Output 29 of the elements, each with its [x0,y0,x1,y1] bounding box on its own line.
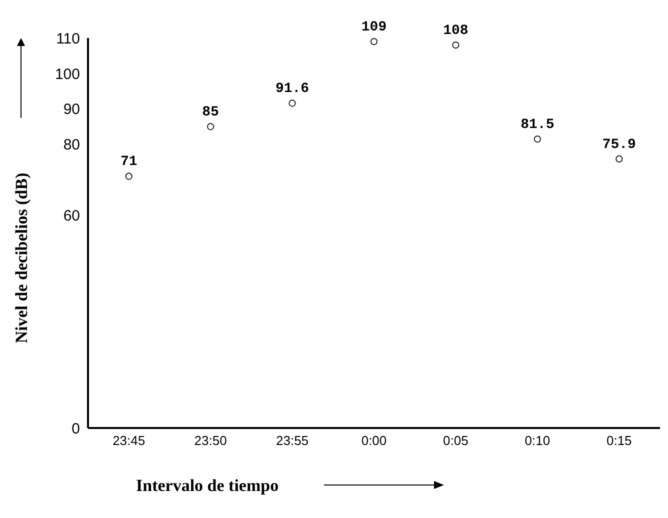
point [288,100,296,107]
data-label: 108 [443,23,468,39]
x-tick-label: 0:05 [443,433,468,448]
data-label: 109 [361,19,387,36]
data-label: 71 [120,154,138,170]
x-tick-label: 23:55 [276,433,309,448]
x-tick-label: 0:15 [606,433,632,448]
y-tick-label: 90 [63,101,80,118]
y-tick-label: 0 [72,420,80,438]
x-tick-label: 23:45 [112,433,146,448]
y-tick-label: 60 [63,208,80,225]
data-label: 75.9 [602,136,636,153]
x-axis-title: Intervalo de tiempo [136,476,279,496]
data-label: 85 [202,104,219,121]
point [534,135,542,143]
y-tick-label: 110 [56,30,80,48]
point [616,155,623,162]
point [206,123,214,130]
point [452,42,460,49]
x-tick-label: 23:50 [194,433,227,448]
x-tick-label: 0:10 [524,433,550,448]
x-tick-label: 0:00 [361,433,387,448]
data-label: 81.5 [520,116,554,133]
data-label: 91.6 [275,81,310,98]
point [125,172,132,180]
y-tick-label: 100 [54,66,80,83]
y-tick-label: 80 [63,136,80,154]
point [370,38,378,46]
y-axis-title: Nivel de decibelios (dB) [12,172,32,344]
